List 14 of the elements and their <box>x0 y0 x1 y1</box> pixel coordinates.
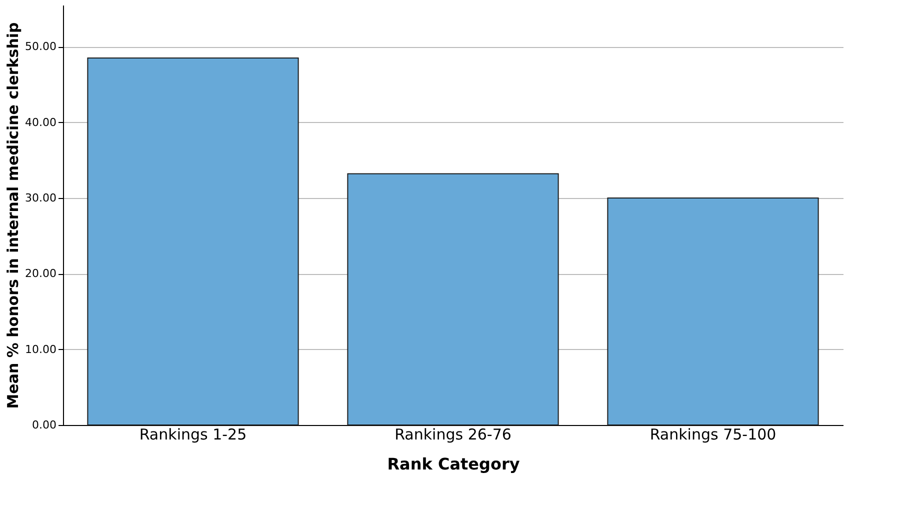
x-tick-label: Rankings 1-25 <box>139 426 247 444</box>
x-tick-label: Rankings 26-76 <box>394 426 512 444</box>
bar <box>607 197 819 426</box>
y-tick-label: 40.00 <box>25 116 56 129</box>
y-tick-label: 20.00 <box>25 267 56 280</box>
y-tick-label: 10.00 <box>25 342 56 356</box>
x-tick-label: Rankings 75-100 <box>650 426 776 444</box>
bar <box>347 173 559 426</box>
y-tick-label: 50.00 <box>25 40 56 54</box>
y-tick-label: 30.00 <box>25 191 56 204</box>
y-tick-label: 0.00 <box>32 418 56 432</box>
bar <box>87 57 299 426</box>
y-axis-title: Mean % honors in internal medicine clerkship <box>4 22 22 409</box>
x-axis-title: Rank Category <box>387 454 520 474</box>
